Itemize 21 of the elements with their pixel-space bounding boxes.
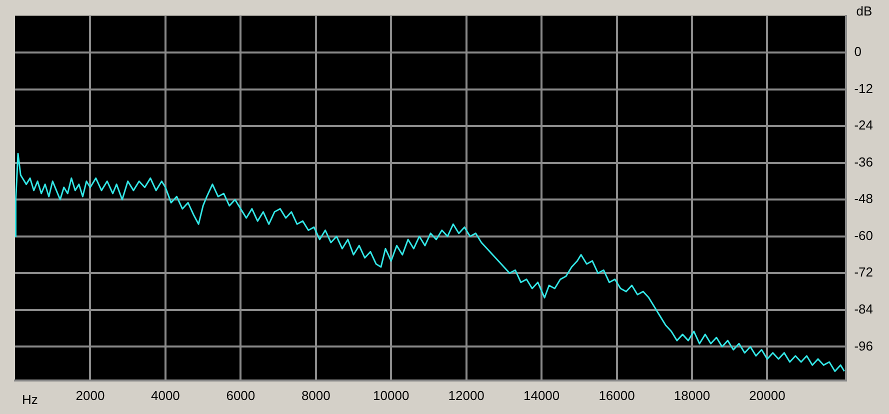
x-tick-label: 18000 [674,388,710,403]
x-tick-label: 12000 [448,388,484,403]
y-tick-label: -84 [854,302,874,317]
y-tick-label: -72 [854,264,874,280]
x-axis-title: Hz [22,392,38,407]
x-tick-label: 8000 [301,388,330,403]
y-tick-label: -48 [854,191,874,206]
x-tick-label: 6000 [226,388,256,403]
x-tick-label: 16000 [598,388,635,403]
x-tick-label: 10000 [373,388,410,403]
y-axis-title: dB [856,4,872,19]
y-tick-label: -24 [854,118,874,133]
y-tick-label: 0 [854,44,862,60]
x-tick-label: 20000 [749,388,786,403]
y-tick-label: -12 [854,80,874,96]
y-tick-label: -96 [854,338,874,354]
x-tick-label: 14000 [523,388,560,403]
x-tick-label: 4000 [150,388,180,403]
y-tick-label: -36 [854,154,874,170]
y-tick-label: -60 [854,228,874,243]
x-tick-label: 2000 [76,388,105,403]
